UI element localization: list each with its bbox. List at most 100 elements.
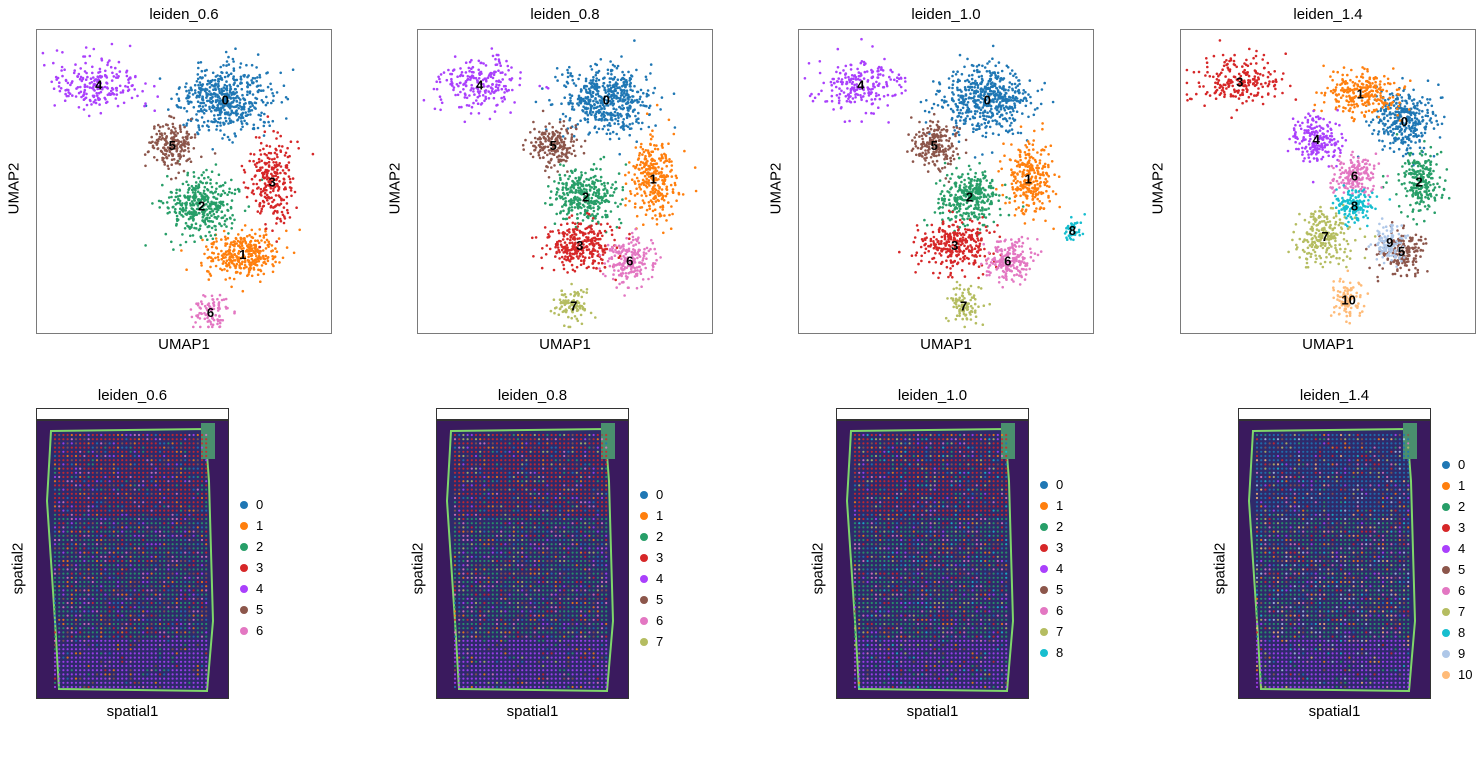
data-point <box>274 260 277 264</box>
data-point <box>566 257 570 261</box>
data-point <box>201 97 205 101</box>
data-point <box>553 180 556 183</box>
data-point <box>203 208 206 212</box>
data-point <box>1013 82 1017 86</box>
data-point <box>233 132 236 135</box>
data-point <box>648 204 651 208</box>
data-point <box>209 178 212 181</box>
data-point <box>987 115 991 118</box>
data-point <box>970 88 974 92</box>
data-point <box>476 95 480 99</box>
data-point <box>626 96 629 100</box>
data-point <box>659 214 663 217</box>
data-point <box>975 65 979 68</box>
data-point <box>956 108 959 112</box>
data-point <box>631 265 634 269</box>
data-point <box>169 131 173 135</box>
data-point <box>963 122 967 125</box>
data-point <box>229 121 232 124</box>
data-point <box>226 250 230 253</box>
data-point <box>222 260 225 263</box>
data-point <box>201 95 204 99</box>
data-point <box>210 101 213 105</box>
data-point <box>1041 171 1045 174</box>
data-point <box>989 82 993 86</box>
data-point <box>553 222 557 225</box>
data-point <box>570 257 573 261</box>
data-point <box>1001 104 1005 107</box>
data-point <box>661 146 664 149</box>
data-point <box>653 262 657 265</box>
data-point <box>1011 188 1015 191</box>
data-point <box>265 178 269 181</box>
data-point <box>582 180 586 183</box>
data-point <box>250 253 253 256</box>
data-point <box>166 212 169 215</box>
data-point <box>597 78 601 82</box>
data-point <box>978 115 982 118</box>
data-point <box>570 107 574 111</box>
data-point <box>639 163 642 167</box>
data-point <box>214 100 218 104</box>
data-point <box>311 152 315 156</box>
data-point <box>665 192 669 196</box>
data-point <box>978 127 981 130</box>
data-point <box>279 165 283 168</box>
data-point <box>976 84 980 87</box>
data-point <box>82 94 85 97</box>
data-point <box>208 305 212 309</box>
data-point <box>581 219 585 222</box>
data-point <box>588 185 592 188</box>
data-point <box>620 257 623 261</box>
data-point <box>617 116 620 120</box>
data-point <box>643 190 646 193</box>
data-point <box>998 80 1002 83</box>
data-point <box>171 122 175 126</box>
data-point <box>1015 160 1019 164</box>
data-point <box>1053 173 1056 176</box>
data-point <box>961 112 964 115</box>
data-point <box>576 247 580 251</box>
data-point <box>589 311 593 315</box>
data-point <box>91 65 94 69</box>
data-point <box>439 98 443 101</box>
data-point <box>972 127 975 130</box>
cluster-label: 2 <box>582 190 589 205</box>
data-point <box>585 245 589 249</box>
data-point <box>586 194 589 197</box>
data-point <box>279 219 283 223</box>
data-point <box>586 209 589 212</box>
data-point <box>601 215 604 219</box>
data-point <box>564 302 568 305</box>
data-point <box>197 105 201 108</box>
data-point <box>554 245 557 249</box>
data-point <box>250 261 254 264</box>
data-point <box>491 76 495 80</box>
data-point <box>501 71 504 74</box>
data-point <box>283 154 287 157</box>
data-point <box>109 89 113 93</box>
data-point <box>970 77 974 81</box>
data-point <box>495 53 499 57</box>
data-point <box>952 110 955 114</box>
data-point <box>1025 190 1028 194</box>
data-point <box>583 139 587 143</box>
data-point <box>615 66 619 70</box>
data-point <box>592 175 595 179</box>
data-point <box>561 260 564 264</box>
data-point <box>504 87 508 91</box>
data-point <box>991 44 995 48</box>
data-point <box>633 173 636 176</box>
data-point <box>628 133 631 137</box>
data-point <box>262 261 265 264</box>
data-point <box>617 122 620 126</box>
data-point <box>1025 197 1029 200</box>
data-point <box>293 190 297 194</box>
data-point <box>619 221 623 225</box>
data-point <box>94 101 98 105</box>
data-point <box>261 189 265 193</box>
data-point <box>220 193 223 196</box>
data-point <box>1024 90 1027 94</box>
data-point <box>560 158 564 162</box>
data-point <box>638 97 642 101</box>
